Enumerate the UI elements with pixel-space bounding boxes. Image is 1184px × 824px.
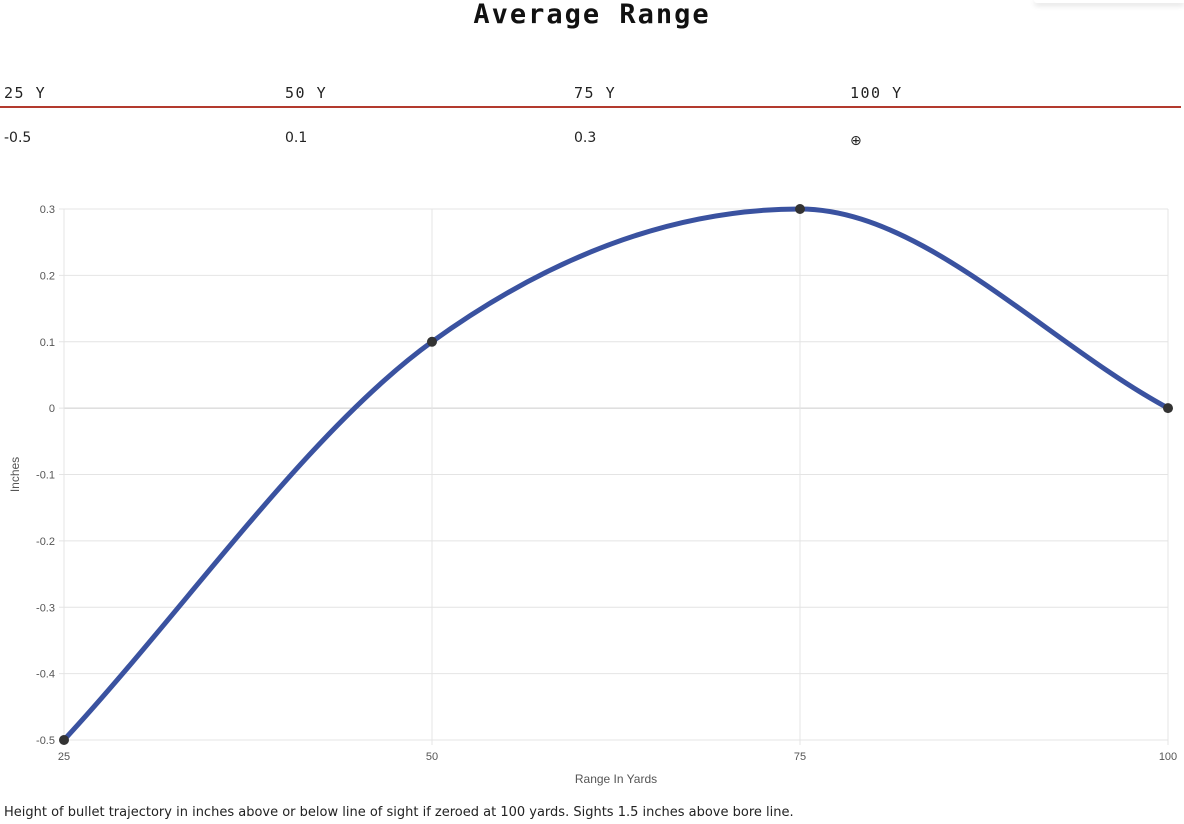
chart-axes: 0.3 0.2 0.1 0 -0.1 -0.2 -0.3 -0.4 -0.525 50 75 100 R… (8, 204, 1177, 786)
crosshair-icon: ⊕ (850, 133, 862, 149)
data-point-50[interactable] (427, 336, 437, 347)
x-tick-label: 75 (794, 751, 806, 763)
header-75y: 75 Y (574, 84, 617, 102)
y-tick-label: -0.1 (36, 470, 55, 482)
page-title: Average Range (473, 0, 711, 30)
header-25y: 25 Y (4, 84, 47, 102)
y-tick-label: 0.2 (40, 270, 55, 282)
chart-series (61, 206, 1171, 743)
y-tick-label: 0.3 (40, 204, 55, 216)
y-tick-label: -0.5 (36, 735, 55, 747)
value-25y: -0.5 (4, 130, 32, 146)
range-table-values: -0.5 0.1 0.3 ⊕ (0, 128, 1181, 152)
x-tick-label: 50 (426, 751, 438, 763)
y-axis-label: Inches (8, 457, 22, 492)
trajectory-line (61, 206, 1171, 743)
y-tick-label: 0.1 (40, 337, 55, 349)
chart-grid (63, 208, 1169, 741)
y-tick-label: -0.3 (36, 602, 55, 614)
data-point-25[interactable] (59, 735, 69, 745)
x-axis-label: Range In Yards (575, 772, 657, 786)
data-point-75[interactable] (795, 204, 805, 214)
trajectory-chart: 0.3 0.2 0.1 0 -0.1 -0.2 -0.3 -0.4 -0.525 50 75 100 R… (8, 204, 1177, 786)
range-table-header: 25 Y 50 Y 75 Y 100 Y (0, 82, 1181, 108)
value-75y: 0.3 (574, 130, 597, 146)
data-point-100[interactable] (1163, 403, 1173, 414)
y-tick-label: -0.2 (36, 536, 55, 548)
chart-points (59, 204, 1173, 745)
chart-footnote: Height of bullet trajectory in inches ab… (4, 805, 794, 820)
y-tick-label: 0 (49, 403, 55, 415)
range-table: 25 Y 50 Y 75 Y 100 Y -0.5 0.1 0.3 ⊕ (0, 82, 1181, 152)
y-tick-label: -0.4 (36, 669, 55, 681)
header-50y: 50 Y (285, 84, 328, 102)
x-tick-label: 25 (58, 751, 70, 763)
x-tick-label: 100 (1159, 751, 1177, 763)
value-50y: 0.1 (285, 130, 308, 146)
header-100y: 100 Y (850, 84, 903, 102)
